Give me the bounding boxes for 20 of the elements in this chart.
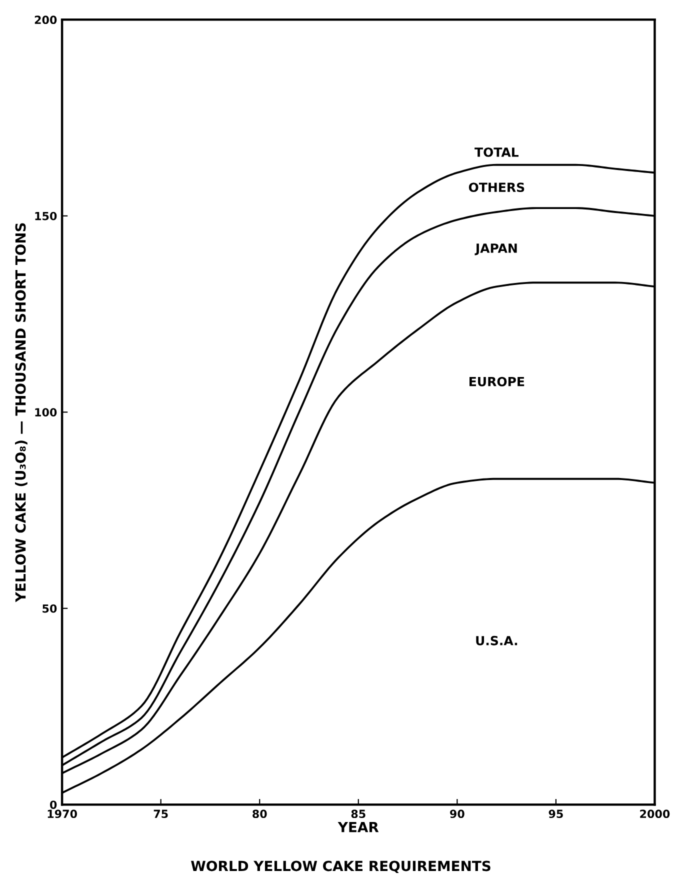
y-tick-label: 100	[35, 408, 57, 417]
text: WORLD YELLOW CAKE REQUIREMENTS	[191, 860, 490, 874]
y-tick-label: 50	[42, 604, 57, 613]
series-label: EUROPE	[470, 376, 524, 386]
y-tick-label: 200	[34, 16, 57, 24]
annotation: TOTAL	[474, 147, 519, 157]
series-label: U.S.A.	[476, 636, 518, 646]
x-tick-label: 90	[450, 810, 464, 818]
y-axis-title: YELLOW CAKE (U₃O₈) — THOUSAND SHORT TONS	[15, 223, 28, 602]
y-tick-label: 150	[35, 212, 57, 220]
x-tick-label: 85	[351, 810, 366, 818]
x-tick-label: 2000	[640, 810, 670, 818]
x-tick-label: 75	[154, 810, 168, 818]
x-axis-title: YEAR	[338, 822, 379, 832]
x-tick-label: 1970	[48, 810, 77, 818]
series-label: JAPAN	[474, 244, 517, 256]
x-tick-label: 80	[252, 810, 267, 818]
x-tick-label: 95	[548, 810, 563, 818]
series-label: OTHERS	[468, 182, 524, 192]
y-tick-label: 0	[50, 800, 57, 809]
